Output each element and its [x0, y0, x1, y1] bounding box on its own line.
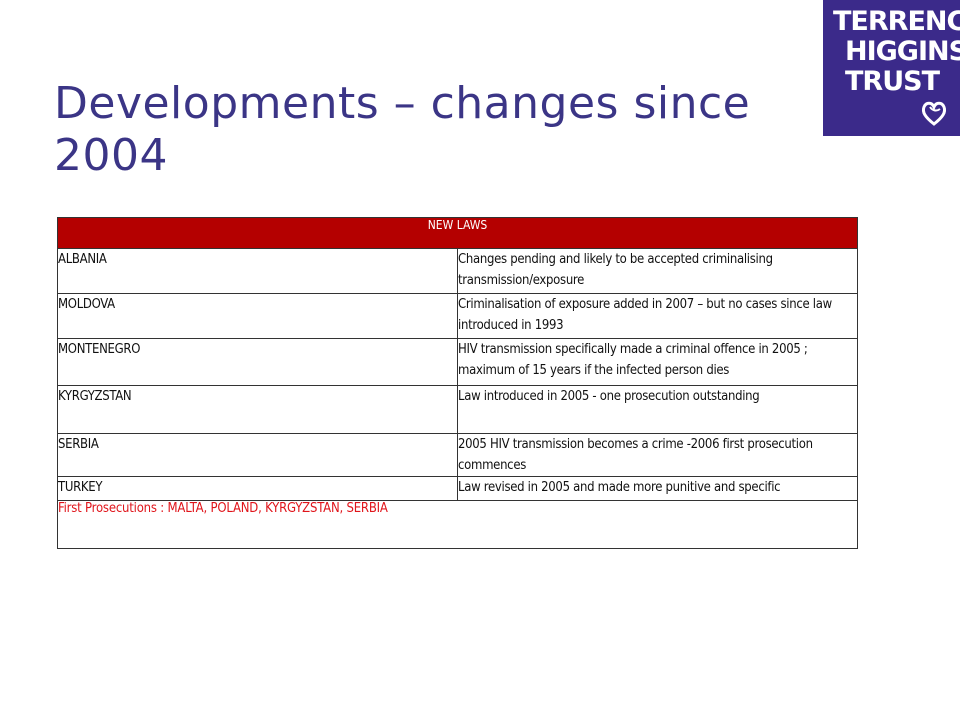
description-cell: HIV transmission specifically made a cri… — [457, 338, 858, 386]
new-laws-table: NEW LAWS ALBANIA Changes pending and lik… — [57, 217, 858, 549]
terrence-higgins-trust-logo: TERRENCE HIGGINS TRUST — [823, 0, 960, 136]
country-cell: SERBIA — [57, 433, 458, 477]
first-prosecutions-note: First Prosecutions : MALTA, POLAND, KYRG… — [57, 500, 858, 549]
description-cell: Criminalisation of exposure added in 200… — [457, 293, 858, 339]
country-cell: ALBANIA — [57, 248, 458, 294]
logo-line-1: TERRENCE — [833, 6, 960, 37]
slide-title: Developments – changes since 2004 — [54, 78, 751, 181]
table-footer-row: First Prosecutions : MALTA, POLAND, KYRG… — [57, 500, 858, 549]
description-cell: Changes pending and likely to be accepte… — [457, 248, 858, 294]
table-row: ALBANIA Changes pending and likely to be… — [57, 248, 858, 294]
table-row: MONTENEGRO HIV transmission specifically… — [57, 338, 858, 386]
table-row: KYRGYZSTAN Law introduced in 2005 - one … — [57, 385, 858, 434]
logo-line-2: HIGGINS — [845, 36, 960, 67]
heart-icon — [921, 101, 947, 126]
table-row: TURKEY Law revised in 2005 and made more… — [57, 476, 858, 501]
description-cell: Law revised in 2005 and made more puniti… — [457, 476, 858, 501]
table-row: MOLDOVA Criminalisation of exposure adde… — [57, 293, 858, 339]
country-cell: KYRGYZSTAN — [57, 385, 458, 434]
table-header: NEW LAWS — [57, 217, 858, 249]
country-cell: TURKEY — [57, 476, 458, 501]
country-cell: MONTENEGRO — [57, 338, 458, 386]
table-row: SERBIA 2005 HIV transmission becomes a c… — [57, 433, 858, 477]
description-cell: 2005 HIV transmission becomes a crime -2… — [457, 433, 858, 477]
country-cell: MOLDOVA — [57, 293, 458, 339]
logo-line-3: TRUST — [845, 66, 940, 97]
description-cell: Law introduced in 2005 - one prosecution… — [457, 385, 858, 434]
